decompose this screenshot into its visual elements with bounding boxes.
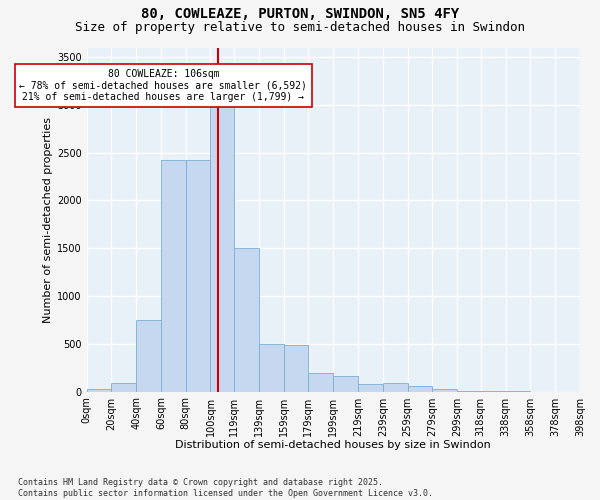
Bar	[333, 376, 358, 392]
Bar	[308, 373, 333, 392]
Bar	[407, 386, 433, 392]
Text: Size of property relative to semi-detached houses in Swindon: Size of property relative to semi-detach…	[75, 21, 525, 34]
Text: Contains HM Land Registry data © Crown copyright and database right 2025.
Contai: Contains HM Land Registry data © Crown c…	[18, 478, 433, 498]
Bar	[457, 391, 481, 392]
X-axis label: Distribution of semi-detached houses by size in Swindon: Distribution of semi-detached houses by …	[175, 440, 491, 450]
Bar	[136, 320, 161, 392]
Bar	[284, 345, 308, 392]
Bar	[234, 248, 259, 392]
Y-axis label: Number of semi-detached properties: Number of semi-detached properties	[43, 116, 53, 322]
Bar	[383, 383, 407, 392]
Bar	[211, 78, 234, 392]
Bar	[111, 383, 136, 392]
Bar	[86, 389, 111, 392]
Text: 80, COWLEAZE, PURTON, SWINDON, SN5 4FY: 80, COWLEAZE, PURTON, SWINDON, SN5 4FY	[141, 8, 459, 22]
Text: 80 COWLEAZE: 106sqm
← 78% of semi-detached houses are smaller (6,592)
21% of sem: 80 COWLEAZE: 106sqm ← 78% of semi-detach…	[19, 68, 307, 102]
Bar	[259, 344, 284, 392]
Bar	[358, 384, 383, 392]
Bar	[433, 389, 457, 392]
Bar	[185, 160, 211, 392]
Bar	[161, 160, 185, 392]
